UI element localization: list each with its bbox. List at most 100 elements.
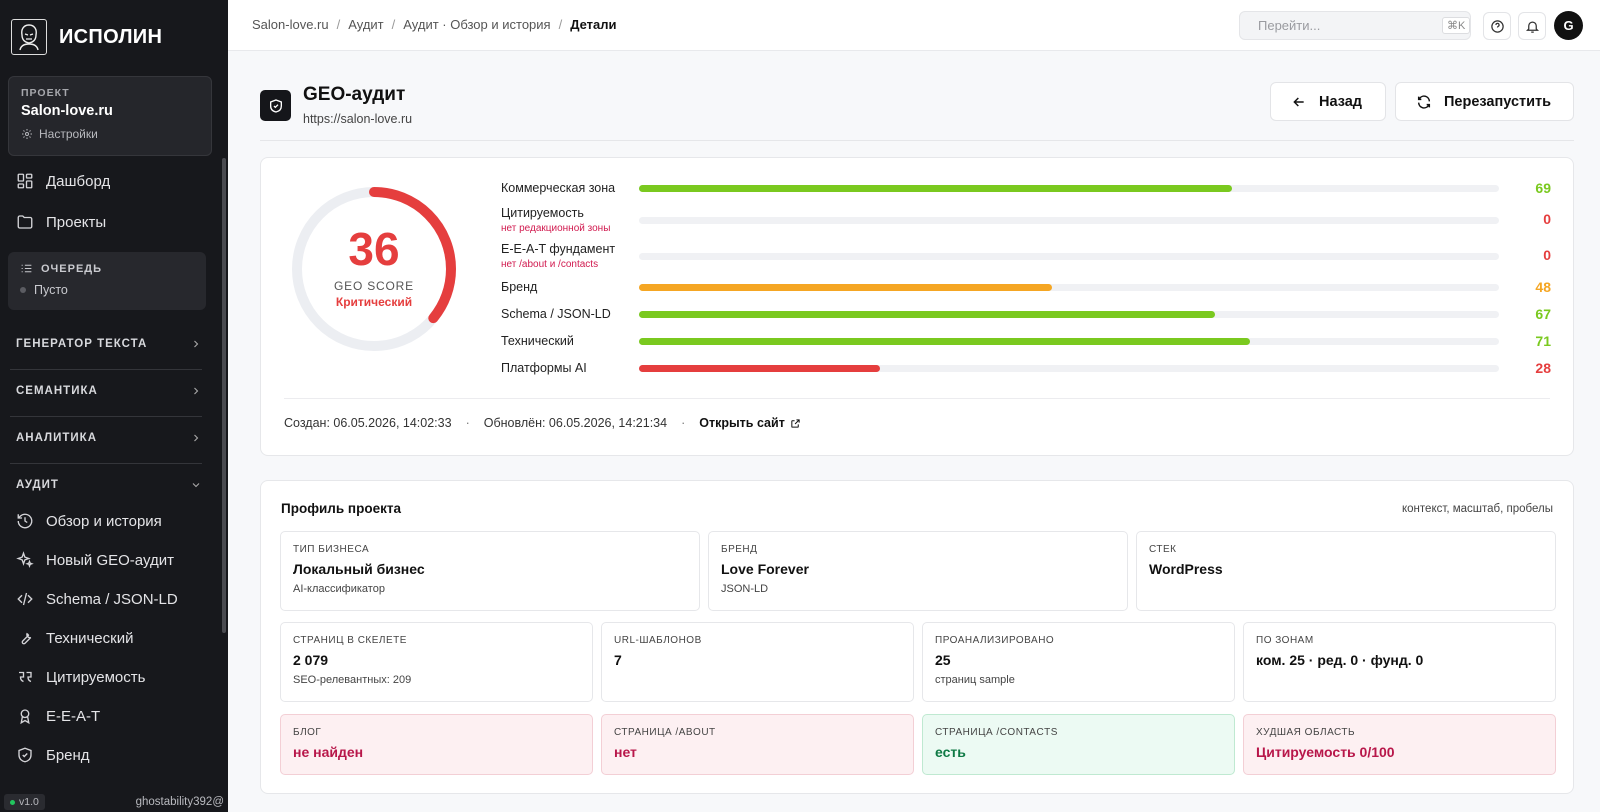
quote-icon [19, 671, 32, 683]
metric-name: E-E-A-T фундамент [501, 242, 616, 256]
sidebar-scrollbar[interactable] [222, 158, 226, 633]
version-text: v1.0 [19, 796, 39, 808]
divider [260, 140, 1574, 141]
code-icon [17, 592, 33, 606]
sidebar-item-brand[interactable]: Бренд [16, 746, 90, 764]
sidebar-item-eeat[interactable]: E-E-A-T [16, 707, 100, 725]
sidebar-item-technical[interactable]: Технический [16, 629, 133, 647]
project-settings-link[interactable]: Настройки [21, 127, 199, 141]
metric-value: 28 [1535, 360, 1551, 376]
created-at: Создан: 06.05.2026, 14:02:33 [284, 416, 452, 430]
sparkle-icon [16, 551, 34, 568]
section-audit[interactable]: АУДИТ [16, 479, 202, 491]
sidebar: ИСПОЛИН ПРОЕКТ Salon-love.ru Настройки Д… [0, 0, 228, 812]
tile-sub: страниц sample [935, 674, 1015, 686]
tile-sub: SEO-релевантных: 209 [293, 674, 412, 686]
updated-at: Обновлён: 06.05.2026, 14:21:34 [483, 416, 668, 430]
metric-value: 0 [1543, 211, 1551, 227]
sidebar-item-label: Обзор и история [46, 512, 162, 530]
score-state: Критический [335, 295, 413, 309]
sidebar-item-schema[interactable]: Schema / JSON-LD [16, 590, 178, 608]
score-label: GEO SCORE [334, 279, 414, 293]
tile-by-zones: ПО ЗОНАМ ком. 25 · ред. 0 · фунд. 0 [1243, 622, 1556, 702]
sidebar-item-citations[interactable]: Цитируемость [16, 668, 145, 686]
notifications-button[interactable] [1518, 12, 1546, 40]
section-label: АНАЛИТИКА [16, 432, 98, 444]
metric-track [639, 284, 1499, 291]
award-icon [20, 709, 30, 725]
tile-blog: БЛОГ не найден [280, 714, 593, 775]
search-box[interactable]: ⌘K [1239, 11, 1471, 40]
topbar: Salon-love.ru / Аудит / Аудит · Обзор и … [228, 0, 1600, 51]
tile-value: Love Forever [721, 561, 809, 577]
tile-sub: JSON-LD [721, 583, 769, 595]
section-semantics[interactable]: СЕМАНТИКА [16, 385, 202, 397]
metric-note: нет /about и /contacts [501, 259, 599, 270]
section-text-generator[interactable]: ГЕНЕРАТОР ТЕКСТА [16, 338, 202, 350]
open-site-link[interactable]: Открыть сайт [699, 416, 801, 430]
metric-name: Коммерческая зона [501, 181, 616, 195]
breadcrumb-separator: / [558, 17, 563, 32]
tile-pages-skeleton: СТРАНИЦ В СКЕЛЕТЕ 2 079 SEO-релевантных:… [280, 622, 593, 702]
divider [10, 369, 202, 370]
sidebar-item-label: Новый GEO-аудит [46, 551, 174, 569]
score-gauge [292, 187, 456, 351]
breadcrumb-item[interactable]: Salon-love.ru [252, 17, 329, 32]
section-analytics[interactable]: АНАЛИТИКА [16, 432, 202, 444]
divider [10, 463, 202, 464]
chevron-right-icon [194, 387, 199, 395]
tile-value: 7 [614, 652, 622, 668]
queue-card[interactable]: ОЧЕРЕДЬ Пусто [8, 252, 206, 310]
site-url: https://salon-love.ru [303, 112, 413, 126]
gear-icon [22, 129, 32, 139]
history-icon [17, 513, 33, 529]
arrow-left-icon [1293, 96, 1304, 107]
metric-value: 0 [1543, 247, 1551, 263]
search-input[interactable] [1258, 18, 1434, 33]
app-name: ИСПОЛИН [59, 25, 163, 48]
sidebar-item-new-geo-audit[interactable]: Новый GEO-аудит [16, 551, 174, 569]
list-icon [21, 264, 32, 273]
metric-track [639, 217, 1499, 224]
tile-value: Локальный бизнес [293, 561, 425, 577]
folder-icon [17, 215, 33, 229]
user-email[interactable]: ghostability392@ [135, 796, 224, 808]
metric-value: 69 [1535, 180, 1551, 196]
open-site-label: Открыть сайт [699, 416, 785, 430]
breadcrumb: Salon-love.ru / Аудит / Аудит · Обзор и … [252, 17, 617, 32]
metric-track [639, 365, 1499, 372]
metric-name: Технический [501, 334, 574, 348]
breadcrumb-item[interactable]: Аудит [348, 17, 384, 32]
avatar[interactable]: G [1554, 11, 1583, 40]
tile-label: ПО ЗОНАМ [1256, 635, 1314, 646]
sidebar-item-label: E-E-A-T [46, 707, 101, 725]
metric-value: 67 [1535, 306, 1551, 322]
score-card: 36 GEO SCORE Критический Коммерческая зо… [260, 157, 1574, 456]
help-button[interactable] [1483, 12, 1511, 40]
sidebar-item-overview[interactable]: Обзор и история [16, 512, 162, 530]
chevron-right-icon [194, 434, 199, 442]
metric-bar [639, 338, 1250, 345]
dashboard-icon [17, 173, 33, 189]
sidebar-item-dashboard[interactable]: Дашборд [16, 172, 110, 190]
external-link-icon [791, 418, 800, 428]
breadcrumb-item[interactable]: Аудит · Обзор и история [403, 17, 551, 32]
sidebar-item-label: Schema / JSON-LD [46, 590, 178, 608]
sidebar-item-projects[interactable]: Проекты [16, 213, 106, 231]
back-button[interactable]: Назад [1270, 82, 1386, 121]
restart-button[interactable]: Перезапустить [1395, 82, 1574, 121]
metric-track [639, 185, 1499, 192]
tile-contacts-page: СТРАНИЦА /CONTACTS есть [922, 714, 1235, 775]
tile-value: 25 [935, 652, 951, 668]
wrench-icon [21, 632, 32, 645]
tile-label: БЛОГ [293, 727, 322, 738]
settings-label: Настройки [39, 127, 98, 141]
metric-track [639, 253, 1499, 260]
tile-value: не найден [293, 744, 364, 760]
score-value: 36 [348, 223, 400, 275]
project-card[interactable]: ПРОЕКТ Salon-love.ru Настройки [8, 76, 212, 156]
logo[interactable]: ИСПОЛИН [0, 0, 228, 74]
sidebar-item-label: Проекты [46, 213, 107, 231]
tile-value: нет [614, 744, 637, 760]
tile-value: WordPress [1149, 561, 1223, 577]
